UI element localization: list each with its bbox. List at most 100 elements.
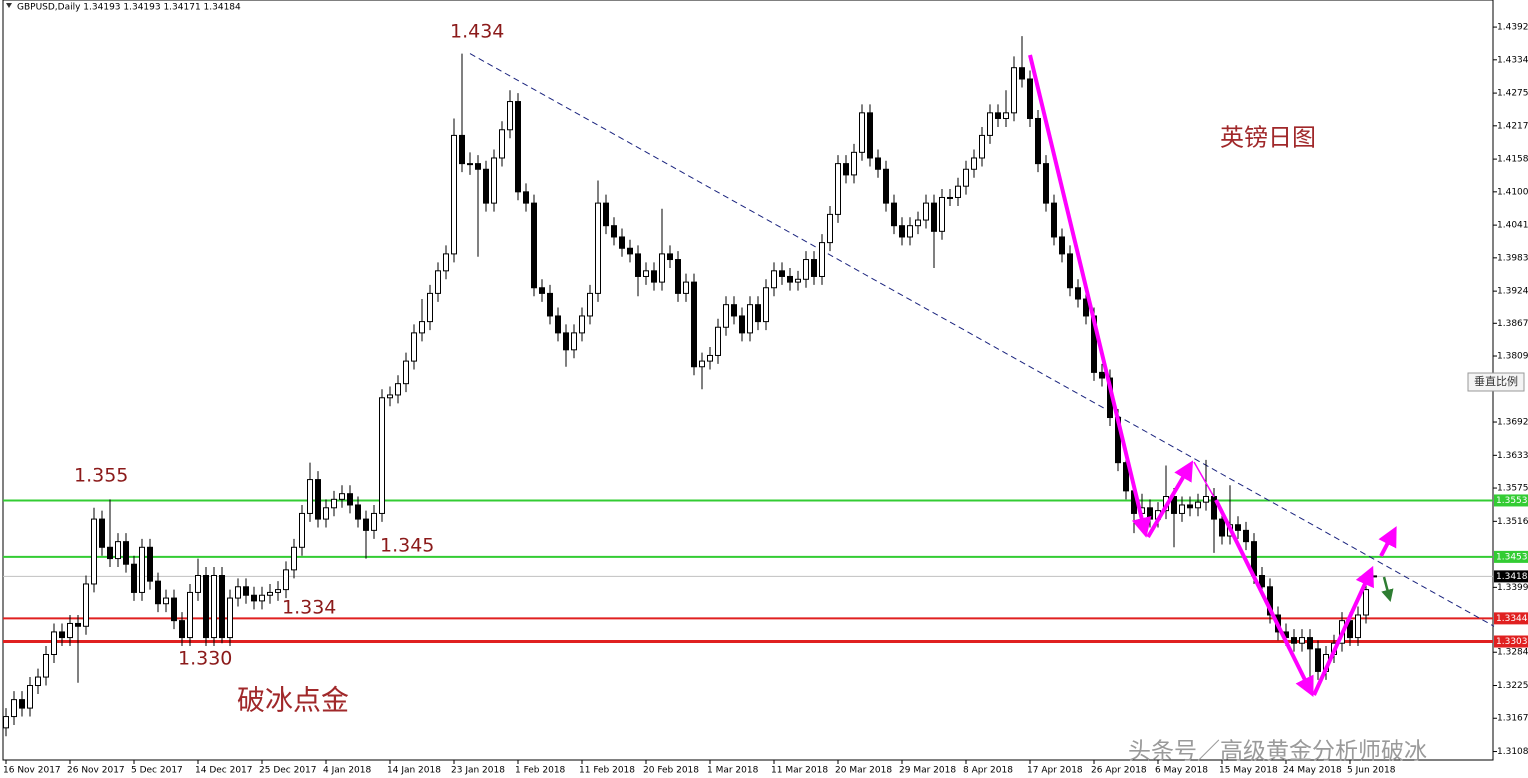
candle-body xyxy=(259,594,265,602)
candle-body xyxy=(459,134,465,165)
candle-body xyxy=(731,304,737,317)
candle-body xyxy=(571,332,577,351)
candle-body xyxy=(611,225,617,238)
candle-body xyxy=(851,151,857,176)
x-tick-label: 26 Nov 2017 xyxy=(67,766,125,776)
candle-body xyxy=(763,287,769,323)
candle-body xyxy=(443,253,449,272)
candle-body xyxy=(707,354,713,362)
candle-body xyxy=(1051,202,1057,238)
x-tick-label: 23 Jan 2018 xyxy=(451,766,505,776)
scale-button[interactable]: 垂直比例 xyxy=(1467,372,1525,392)
candle-body xyxy=(1211,496,1217,520)
candle-body xyxy=(867,112,873,159)
x-tick-label: 25 Dec 2017 xyxy=(259,766,317,776)
candle-body xyxy=(1027,78,1033,119)
candle-body xyxy=(995,112,1001,119)
candle-body xyxy=(195,575,201,593)
candle-body xyxy=(43,653,49,678)
candle-body xyxy=(787,275,793,283)
candle-body xyxy=(187,591,193,639)
price-tag xyxy=(1494,570,1528,583)
x-tick-label: 29 Mar 2018 xyxy=(899,766,956,776)
x-tick-label: 8 Apr 2018 xyxy=(963,766,1013,776)
y-tick-label: 1.36920 xyxy=(1497,418,1528,428)
y-tick-label: 1.31670 xyxy=(1497,714,1528,724)
candle-body xyxy=(883,168,889,204)
candle-body xyxy=(131,563,137,593)
candle-body xyxy=(1243,529,1249,543)
candle-body xyxy=(1235,524,1241,531)
candle-body xyxy=(1363,589,1369,616)
candle-body xyxy=(1203,496,1209,503)
candle-body xyxy=(811,259,817,277)
candle-body xyxy=(899,225,905,238)
candle-body xyxy=(1371,575,1377,578)
annotation: 1.345 xyxy=(380,535,434,557)
candle-body xyxy=(1355,614,1361,639)
candle-body xyxy=(587,292,593,317)
level-tag xyxy=(1494,550,1528,563)
x-tick-label: 11 Feb 2018 xyxy=(579,766,635,776)
candle-body xyxy=(267,591,273,596)
candle-body xyxy=(747,304,753,334)
candle-body xyxy=(403,360,409,385)
candle-body xyxy=(923,202,929,221)
candle-body xyxy=(475,163,481,170)
button-frame[interactable] xyxy=(1467,372,1525,392)
candle-body xyxy=(243,586,249,596)
level-label: 1.33030 xyxy=(1496,637,1528,647)
x-tick-label: 17 Apr 2018 xyxy=(1027,766,1083,776)
button-label[interactable]: 垂直比例 xyxy=(1474,374,1518,388)
candle-body xyxy=(939,196,945,232)
y-tick-label: 1.39240 xyxy=(1497,287,1528,297)
y-tick-label: 1.38670 xyxy=(1497,319,1528,329)
arrow xyxy=(1214,499,1314,697)
candle-body xyxy=(379,397,385,514)
candle-body xyxy=(859,112,865,153)
level-tag xyxy=(1494,494,1528,507)
menu-icon xyxy=(6,3,12,8)
x-tick-label: 24 May 2018 xyxy=(1283,766,1342,776)
candle-body xyxy=(1003,112,1009,119)
candle-body xyxy=(155,580,161,605)
candle-body xyxy=(603,202,609,227)
candle-body xyxy=(875,157,881,170)
candle-body xyxy=(779,270,785,277)
chart-title: GBPUSD,Daily 1.34193 1.34193 1.34171 1.3… xyxy=(17,3,241,13)
x-tick-label: 11 Mar 2018 xyxy=(771,766,828,776)
candle-body xyxy=(235,586,241,599)
candle-body xyxy=(291,546,297,571)
candle-body xyxy=(323,507,329,520)
candle-body xyxy=(395,383,401,396)
y-tick-label: 1.43340 xyxy=(1497,55,1528,65)
candle-body xyxy=(843,163,849,176)
candle-body xyxy=(467,163,473,166)
candle-body xyxy=(579,315,585,334)
x-tick-label: 4 Jan 2018 xyxy=(323,766,371,776)
candle-body xyxy=(75,622,81,627)
candle-body xyxy=(427,292,433,323)
plot-frame xyxy=(2,0,1494,761)
x-tick-label: 14 Jan 2018 xyxy=(387,766,441,776)
candle-body xyxy=(315,479,321,520)
candle-body xyxy=(83,583,89,627)
candle-body xyxy=(1299,637,1305,644)
candle-body xyxy=(539,287,545,294)
price-label: 1.34184 xyxy=(1496,572,1528,582)
candle-body xyxy=(1315,648,1321,672)
candle-body xyxy=(627,247,633,255)
candle-body xyxy=(1307,637,1313,650)
candle-body xyxy=(451,134,457,255)
candle-body xyxy=(3,716,9,729)
candle-body xyxy=(739,315,745,334)
candle-body xyxy=(227,597,233,639)
arrow xyxy=(1146,460,1194,539)
x-tick-label: 20 Mar 2018 xyxy=(835,766,892,776)
candle-body xyxy=(1179,504,1185,514)
candle-body xyxy=(99,518,105,548)
candle-body xyxy=(1083,298,1089,317)
candle-body xyxy=(531,202,537,289)
candle-body xyxy=(163,597,169,605)
